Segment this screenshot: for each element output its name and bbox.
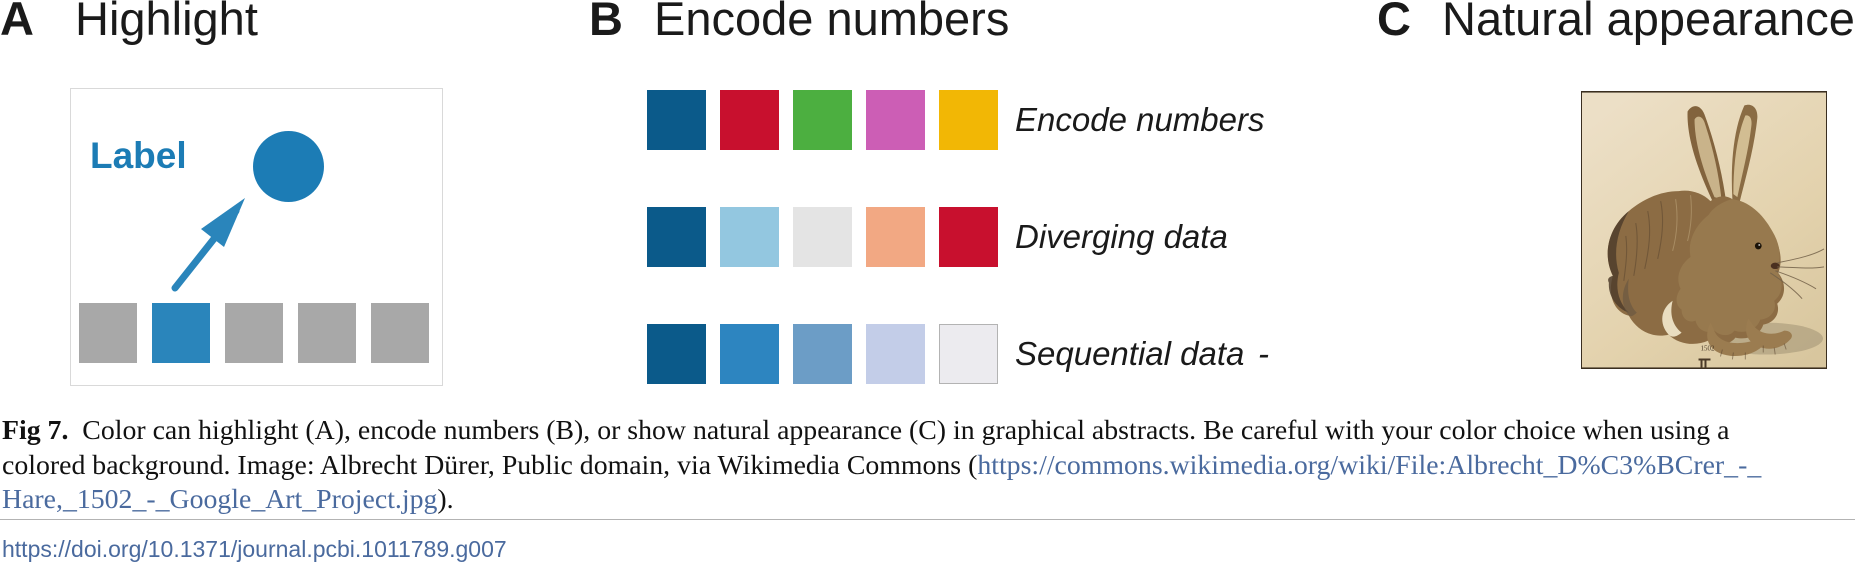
svg-text:1502: 1502 [1701, 345, 1715, 353]
